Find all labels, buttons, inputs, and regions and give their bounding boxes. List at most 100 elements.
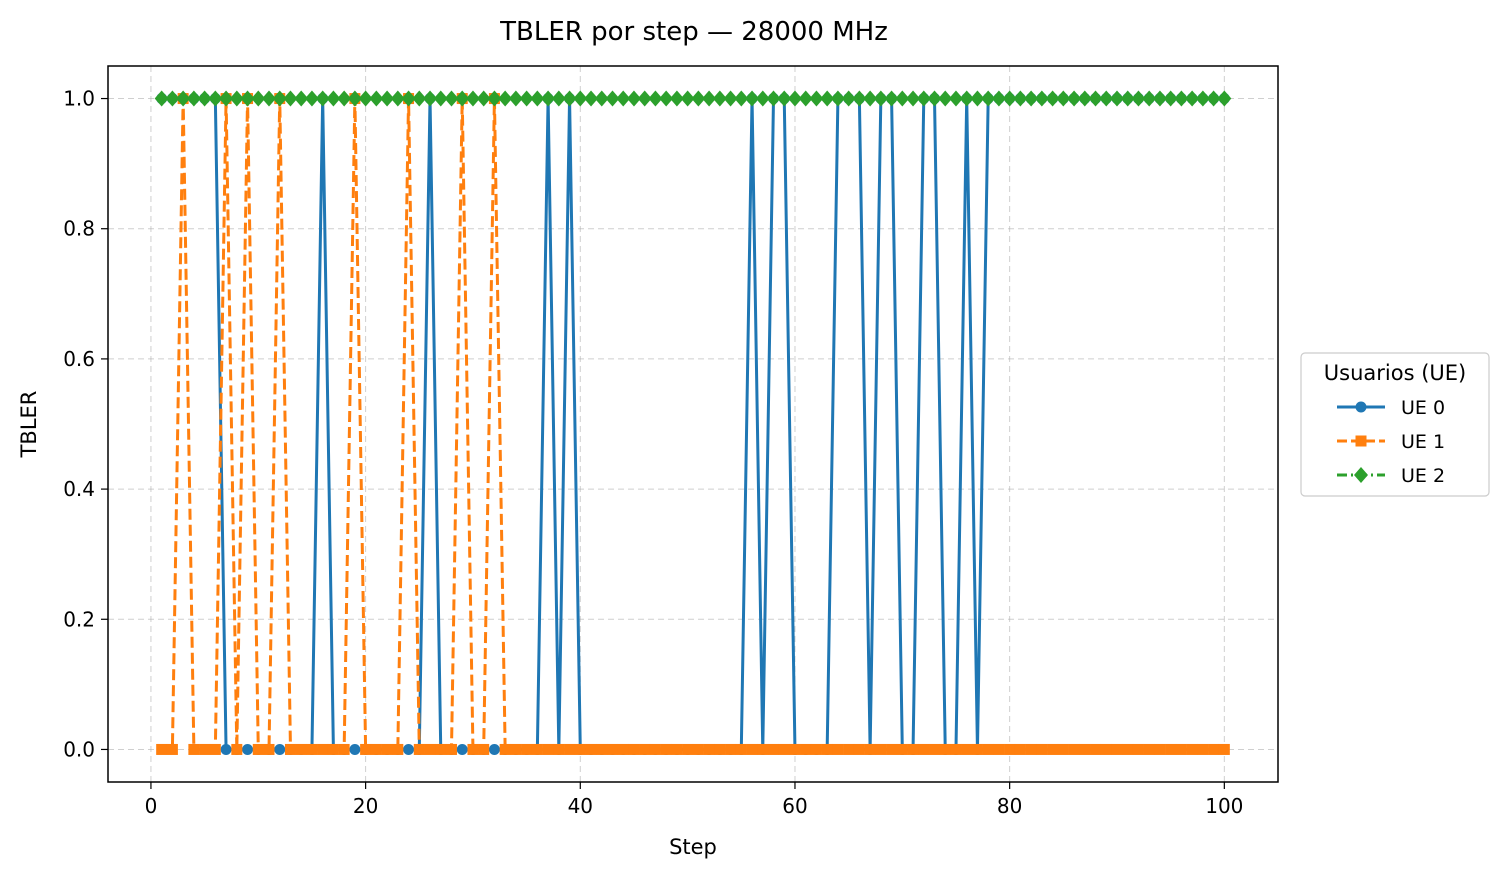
data-point — [1208, 743, 1220, 755]
data-point — [220, 743, 232, 755]
data-point — [542, 743, 554, 755]
data-point — [412, 90, 427, 107]
x-axis-label: Step — [669, 835, 717, 859]
data-point — [873, 90, 888, 107]
series-line — [161, 97, 1225, 751]
series-1 — [156, 93, 1230, 755]
data-point — [553, 743, 565, 755]
data-point — [907, 743, 919, 755]
plot-frame — [107, 65, 1279, 783]
data-point — [445, 743, 457, 755]
data-point — [1206, 90, 1221, 107]
data-point — [467, 743, 479, 755]
x-tick-label: 60 — [782, 794, 807, 818]
data-point — [734, 90, 749, 107]
data-point — [166, 743, 178, 755]
data-point — [1143, 743, 1155, 755]
data-point — [938, 90, 953, 107]
data-point — [326, 90, 341, 107]
data-point — [961, 743, 973, 755]
data-point — [156, 743, 168, 755]
data-point — [209, 743, 221, 755]
data-point — [176, 90, 191, 107]
data-point — [626, 90, 641, 107]
data-point — [1218, 743, 1230, 755]
data-point — [360, 743, 372, 755]
data-point — [916, 90, 931, 107]
data-point — [639, 743, 651, 755]
y-tick-label: 0.6 — [63, 347, 95, 371]
data-point — [1186, 743, 1198, 755]
data-point — [596, 743, 608, 755]
data-point — [605, 90, 620, 107]
data-point — [830, 90, 845, 107]
data-point — [692, 743, 704, 755]
data-point — [390, 90, 405, 107]
data-point — [981, 90, 996, 107]
data-point — [789, 743, 801, 755]
data-point — [648, 90, 663, 107]
data-point — [304, 90, 319, 107]
data-point — [381, 743, 393, 755]
data-point — [219, 90, 234, 107]
y-tick-label: 0.0 — [63, 737, 95, 761]
data-point — [521, 743, 533, 755]
data-point — [338, 743, 350, 755]
data-point — [841, 90, 856, 107]
data-point — [370, 743, 382, 755]
data-point — [660, 743, 672, 755]
data-point — [800, 743, 812, 755]
data-point — [712, 90, 727, 107]
legend-box — [1300, 352, 1490, 497]
series-2 — [154, 90, 1232, 107]
data-point — [510, 743, 522, 755]
data-point — [541, 90, 556, 107]
data-point — [1165, 743, 1177, 755]
data-point — [435, 743, 447, 755]
data-point — [918, 743, 930, 755]
data-point — [757, 743, 769, 755]
data-point — [284, 743, 296, 755]
data-point — [777, 90, 792, 107]
data-point — [714, 743, 726, 755]
legend-entry: UE 0 — [1337, 397, 1445, 419]
x-tick-label: 20 — [353, 794, 378, 818]
data-point — [929, 743, 941, 755]
data-point — [1036, 743, 1048, 755]
data-point — [306, 743, 318, 755]
data-point — [896, 743, 908, 755]
data-point — [186, 90, 201, 107]
data-point — [478, 743, 490, 755]
data-point — [778, 743, 790, 755]
data-point — [725, 743, 737, 755]
data-point — [832, 743, 844, 755]
data-point — [970, 90, 985, 107]
data-point — [551, 90, 566, 107]
data-point — [723, 90, 738, 107]
x-tick-label: 80 — [997, 794, 1022, 818]
data-point — [1154, 743, 1166, 755]
data-point — [401, 90, 416, 107]
data-point — [746, 743, 758, 755]
data-point — [199, 743, 211, 755]
data-point — [959, 90, 974, 107]
data-point — [864, 743, 876, 755]
data-point — [853, 743, 865, 755]
data-point — [884, 90, 899, 107]
data-point — [1217, 90, 1232, 107]
data-point — [993, 743, 1005, 755]
data-point — [1068, 743, 1080, 755]
data-point — [821, 743, 833, 755]
data-point — [456, 743, 468, 755]
data-point — [444, 90, 459, 107]
data-point — [315, 90, 330, 107]
y-tick-label: 0.8 — [63, 217, 95, 241]
data-point — [574, 743, 586, 755]
data-point — [671, 743, 683, 755]
data-point — [349, 743, 361, 755]
data-point — [231, 743, 243, 755]
x-tick-label: 100 — [1205, 794, 1243, 818]
data-point — [1111, 743, 1123, 755]
data-point — [682, 743, 694, 755]
data-point — [906, 90, 921, 107]
